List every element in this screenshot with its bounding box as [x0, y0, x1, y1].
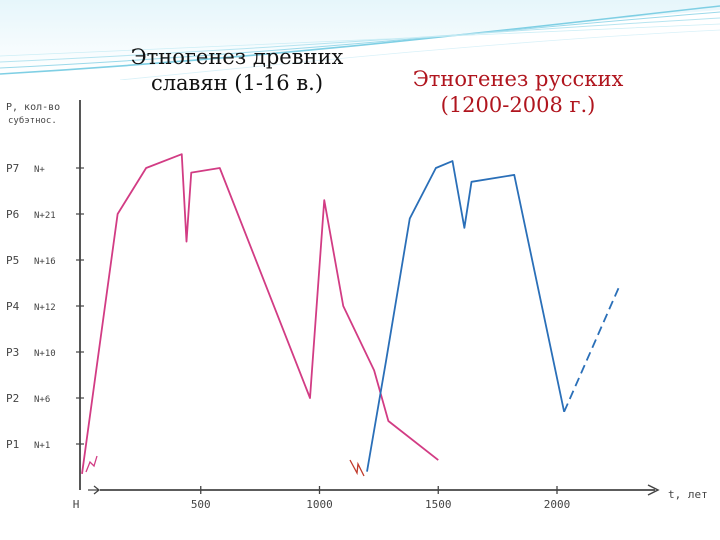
- x-axis-arrow-icon: [647, 484, 660, 496]
- y-tick-label: P1: [6, 438, 19, 451]
- header-decoration: [0, 0, 720, 80]
- y-tick-sublabel: N+: [34, 165, 45, 175]
- origin-arrow-icon: [88, 485, 101, 495]
- x-tick-label: 1000: [306, 498, 333, 511]
- series-line-russians: [366, 160, 566, 472]
- y-tick-sublabel: N+21: [34, 211, 56, 221]
- start-marker-slavs-icon: [85, 455, 98, 473]
- x-tick-label: 2000: [544, 498, 571, 511]
- y-tick-label: P7: [6, 162, 19, 175]
- x-tick-label: H: [73, 498, 80, 511]
- y-tick-label: P3: [6, 346, 19, 359]
- ethnogenesis-chart: P, кол-во субэтнос. t, лет H 500 1000 1500 2…: [6, 100, 708, 511]
- y-tick-label: P6: [6, 208, 19, 221]
- y-tick-sublabel: N+6: [34, 395, 50, 405]
- y-tick-label: P5: [6, 254, 19, 267]
- series-line-russians-forecast: [563, 287, 620, 413]
- y-tick-sublabel: N+16: [34, 257, 56, 267]
- title-slavs: Этногенез древних славян (1-16 в.): [130, 45, 344, 95]
- y-tick-label: P4: [6, 300, 20, 313]
- series-line-slavs: [81, 153, 439, 475]
- y-tick-sublabel: N+1: [34, 441, 50, 451]
- x-tick-label: 1500: [425, 498, 452, 511]
- y-axis-title-line2: субэтнос.: [8, 115, 57, 126]
- y-tick-sublabel: N+12: [34, 303, 56, 313]
- title-russians: Этногенез русских (1200-2008 г.): [412, 67, 624, 117]
- y-axis-title: P, кол-во: [6, 102, 60, 113]
- y-tick-label: P2: [6, 392, 19, 405]
- header-wave-graphic: [0, 0, 720, 80]
- x-tick-label: 500: [191, 498, 211, 511]
- y-tick-sublabel: N+10: [34, 349, 56, 359]
- x-axis-title: t, лет: [668, 488, 708, 501]
- start-marker-russians-icon: [349, 459, 365, 477]
